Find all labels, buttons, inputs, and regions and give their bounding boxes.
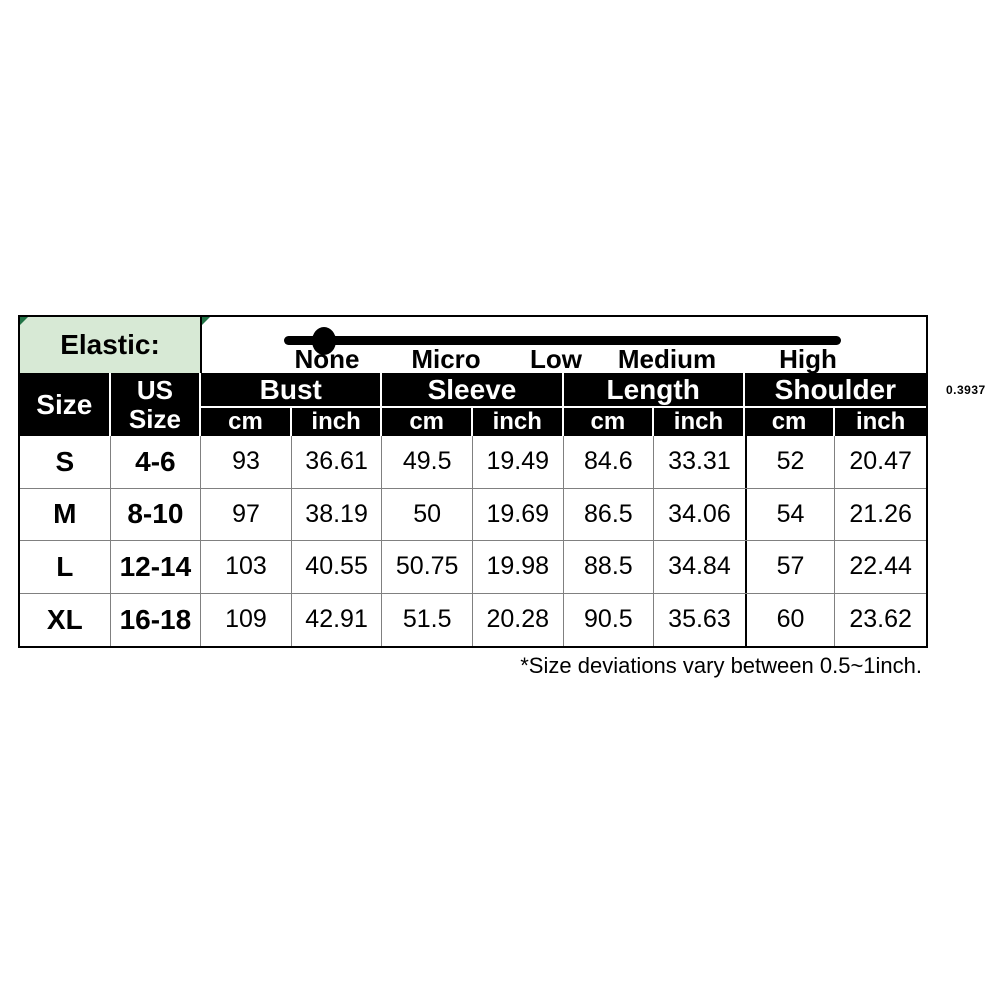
cell-sleeve-inch: 19.98 xyxy=(473,541,564,593)
header-bust: Bust xyxy=(201,373,383,408)
header-sleeve: Sleeve xyxy=(382,373,564,408)
header-group-bust: Bust cm inch xyxy=(201,373,383,436)
cell-length-cm: 90.5 xyxy=(564,593,655,646)
cell-bust-cm: 109 xyxy=(201,593,292,646)
header-group-sleeve: Sleeve cm inch xyxy=(382,373,564,436)
header-us-size: US Size xyxy=(110,373,202,436)
header-shoulder: Shoulder xyxy=(744,373,926,408)
header-bust-inch: inch xyxy=(291,408,383,436)
elastic-row: Elastic: None Micro Low Medium High xyxy=(20,317,926,374)
cell-bust-cm: 97 xyxy=(201,488,292,540)
table-row-m: M 8-10 97 38.19 50 19.69 86.5 34.06 54 2… xyxy=(20,488,926,541)
size-deviation-footnote: *Size deviations vary between 0.5~1inch. xyxy=(520,653,922,678)
cell-us-size: 12-14 xyxy=(111,541,202,593)
cell-shoulder-cm: 57 xyxy=(744,541,836,593)
cell-length-inch: 35.63 xyxy=(668,605,731,634)
table-row-s: S 4-6 93 36.61 49.5 19.49 84.6 33.31 52 … xyxy=(20,436,926,489)
cell-size: M xyxy=(20,488,111,540)
conversion-factor-note: 0.3937 xyxy=(946,383,986,397)
header-sleeve-cm: cm xyxy=(382,408,473,436)
header-bust-cm: cm xyxy=(201,408,292,436)
header-length-inch: inch xyxy=(654,408,745,436)
cell-sleeve-cm: 49.5 xyxy=(382,436,473,488)
header-shoulder-inch: inch xyxy=(835,408,926,436)
cell-length-cm: 88.5 xyxy=(564,541,655,593)
cell-length-inch: 33.31 xyxy=(668,447,731,476)
elastic-slider: None Micro Low Medium High xyxy=(202,317,926,374)
cell-bust-cm: 93 xyxy=(201,436,292,488)
cell-shoulder-cm: 60 xyxy=(744,593,836,646)
elastic-level-micro: Micro xyxy=(411,344,481,374)
header-length-cm: cm xyxy=(563,408,655,436)
elastic-level-low: Low xyxy=(530,344,582,374)
elastic-level-medium: Medium xyxy=(617,344,717,374)
cell-size: S xyxy=(20,436,111,488)
cell-us-size: 8-10 xyxy=(111,488,202,540)
table-header: Size US Size Bust cm inch Sleeve cm inch… xyxy=(20,373,926,436)
cell-shoulder-inch: 23.62 xyxy=(849,605,912,634)
cell-us-size: 16-18 xyxy=(111,593,202,646)
header-group-length: Length cm inch xyxy=(563,373,745,436)
cell-bust-inch: 42.91 xyxy=(292,593,383,646)
elastic-label: Elastic: xyxy=(60,329,160,360)
elastic-level-high: High xyxy=(779,344,837,374)
cell-sleeve-cm: 50.75 xyxy=(382,541,473,593)
cell-sleeve-inch: 20.28 xyxy=(473,593,564,646)
header-size: Size xyxy=(20,373,111,436)
cell-bust-inch: 38.19 xyxy=(292,488,383,540)
cell-sleeve-cm: 51.5 xyxy=(382,593,473,646)
cell-length-inch: 34.06 xyxy=(668,499,731,528)
cell-shoulder-inch: 21.26 xyxy=(849,499,912,528)
cell-flag-icon xyxy=(202,317,210,325)
table-row-l: L 12-14 103 40.55 50.75 19.98 88.5 34.84… xyxy=(20,541,926,594)
cell-size: L xyxy=(20,541,111,593)
size-chart-table: Elastic: None Micro Low Medium High Size… xyxy=(18,315,928,648)
cell-shoulder-cm: 54 xyxy=(744,488,836,540)
cell-flag-icon xyxy=(20,317,28,325)
cell-length-cm: 86.5 xyxy=(564,488,655,540)
table-row-xl: XL 16-18 109 42.91 51.5 20.28 90.5 35.63… xyxy=(20,593,926,646)
header-shoulder-cm: cm xyxy=(744,408,836,436)
cell-bust-inch: 36.61 xyxy=(292,436,383,488)
cell-shoulder-inch: 20.47 xyxy=(849,447,912,476)
slider-track[interactable] xyxy=(284,336,841,345)
cell-sleeve-inch: 19.69 xyxy=(473,488,564,540)
cell-bust-inch: 40.55 xyxy=(292,541,383,593)
header-sleeve-inch: inch xyxy=(472,408,564,436)
cell-us-size: 4-6 xyxy=(111,436,202,488)
cell-length-inch: 34.84 xyxy=(668,552,731,581)
cell-sleeve-cm: 50 xyxy=(382,488,473,540)
cell-sleeve-inch: 19.49 xyxy=(473,436,564,488)
cell-shoulder-inch: 22.44 xyxy=(849,552,912,581)
elastic-level-none: None xyxy=(294,344,360,374)
cell-bust-cm: 103 xyxy=(201,541,292,593)
elastic-label-cell: Elastic: xyxy=(20,317,202,373)
header-group-shoulder: Shoulder cm inch xyxy=(744,373,926,436)
cell-size: XL xyxy=(20,593,111,646)
cell-length-cm: 84.6 xyxy=(564,436,655,488)
header-length: Length xyxy=(563,373,745,408)
slider-thumb-icon[interactable] xyxy=(312,327,336,355)
cell-shoulder-cm: 52 xyxy=(744,436,836,488)
